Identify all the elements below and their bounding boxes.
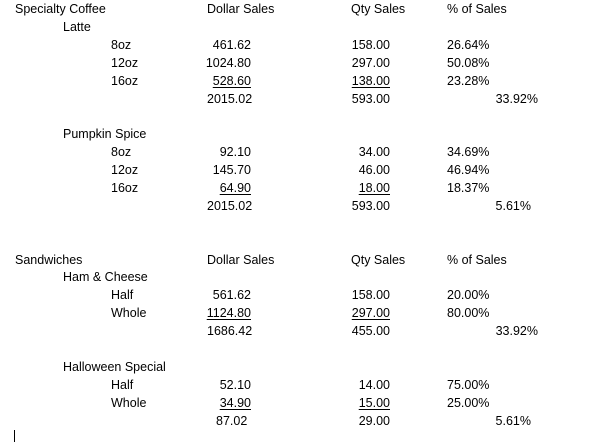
sandwiches-section-title: Sandwiches — [15, 253, 83, 267]
row-size: Whole — [111, 306, 147, 320]
row-pct: 18.37% — [447, 181, 490, 195]
row-size: 8oz — [111, 38, 132, 52]
row-qty: 297.00 — [351, 306, 390, 320]
row-qty: 15.00 — [358, 396, 390, 410]
row-pct: 34.69% — [447, 145, 490, 159]
total-share: 33.92% — [495, 324, 538, 338]
row-qty: 34.00 — [358, 145, 390, 159]
total-qty: 593.00 — [351, 199, 390, 213]
row-dollar: 1124.80 — [206, 306, 251, 320]
row-size: Half — [111, 288, 134, 302]
row-dollar: 145.70 — [212, 163, 251, 177]
row-pct: 26.64% — [447, 38, 490, 52]
row-size: 12oz — [111, 56, 139, 70]
row-qty: 18.00 — [358, 181, 390, 195]
total-qty: 593.00 — [351, 92, 390, 106]
row-size: 8oz — [111, 145, 132, 159]
row-dollar: 561.62 — [212, 288, 251, 302]
latte-group-name: Latte — [63, 20, 91, 34]
sandwiches-pct-header: % of Sales — [447, 253, 507, 267]
row-qty: 46.00 — [358, 163, 390, 177]
row-size: 16oz — [111, 74, 139, 88]
row-pct: 25.00% — [447, 396, 490, 410]
row-qty: 14.00 — [358, 378, 390, 392]
row-dollar: 52.10 — [219, 378, 251, 392]
pumpkin-spice-group-name: Pumpkin Spice — [63, 127, 147, 141]
text-cursor[interactable] — [14, 430, 15, 442]
total-dollar: 2015.02 — [207, 199, 253, 213]
coffee-pct-header: % of Sales — [447, 2, 507, 16]
coffee-section-title: Specialty Coffee — [15, 2, 106, 16]
row-qty: 158.00 — [351, 288, 390, 302]
row-size: Whole — [111, 396, 147, 410]
row-dollar: 1024.80 — [205, 56, 251, 70]
row-qty: 158.00 — [351, 38, 390, 52]
total-qty: 29.00 — [358, 414, 390, 428]
row-dollar: 64.90 — [219, 181, 251, 195]
coffee-qty-header: Qty Sales — [351, 2, 406, 16]
sandwiches-qty-header: Qty Sales — [351, 253, 406, 267]
row-qty: 138.00 — [351, 74, 390, 88]
total-dollar: 1686.42 — [207, 324, 253, 338]
row-pct: 46.94% — [447, 163, 490, 177]
row-size: 16oz — [111, 181, 139, 195]
row-dollar: 34.90 — [219, 396, 251, 410]
total-share: 5.61% — [495, 199, 531, 213]
row-dollar: 528.60 — [212, 74, 251, 88]
ham-cheese-group-name: Ham & Cheese — [63, 270, 148, 284]
halloween-special-group-name: Halloween Special — [63, 360, 166, 374]
total-dollar: 87.02 — [216, 414, 248, 428]
row-pct: 23.28% — [447, 74, 490, 88]
total-share: 5.61% — [495, 414, 531, 428]
row-pct: 75.00% — [447, 378, 490, 392]
row-pct: 80.00% — [447, 306, 490, 320]
total-qty: 455.00 — [351, 324, 390, 338]
row-dollar: 461.62 — [212, 38, 251, 52]
total-dollar: 2015.02 — [207, 92, 253, 106]
sandwiches-dollar-header: Dollar Sales — [207, 253, 275, 267]
row-qty: 297.00 — [351, 56, 390, 70]
row-pct: 20.00% — [447, 288, 490, 302]
row-dollar: 92.10 — [219, 145, 251, 159]
coffee-dollar-header: Dollar Sales — [207, 2, 275, 16]
total-share: 33.92% — [495, 92, 538, 106]
row-pct: 50.08% — [447, 56, 490, 70]
row-size: 12oz — [111, 163, 139, 177]
row-size: Half — [111, 378, 134, 392]
